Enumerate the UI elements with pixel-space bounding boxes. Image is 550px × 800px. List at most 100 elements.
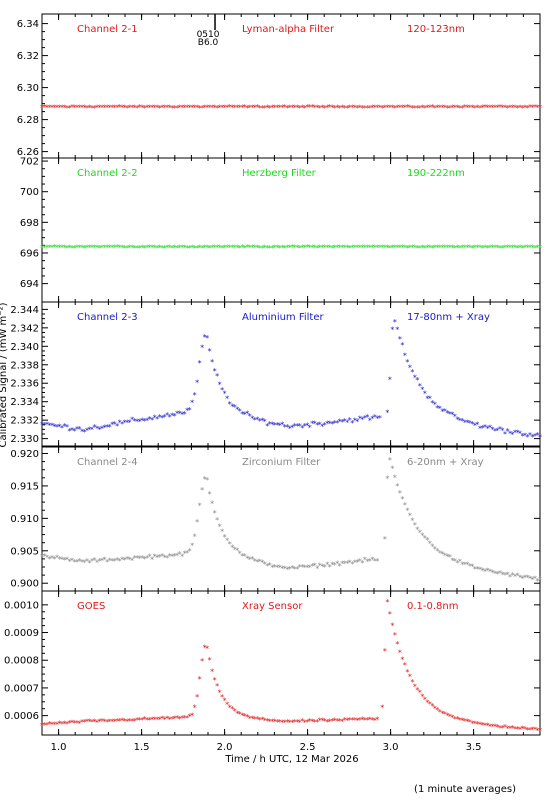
data-point: * <box>188 244 192 253</box>
data-point: * <box>203 644 207 653</box>
data-point: * <box>40 243 44 252</box>
data-point: * <box>60 244 64 253</box>
data-point: * <box>343 244 347 253</box>
data-point: * <box>205 476 209 485</box>
data-point: * <box>525 244 529 253</box>
data-point: * <box>393 243 397 252</box>
data-point: * <box>475 243 479 252</box>
data-point: * <box>160 414 164 423</box>
data-point: * <box>518 573 522 582</box>
data-point: * <box>208 490 212 499</box>
data-point: * <box>48 555 52 564</box>
data-point: * <box>185 104 189 113</box>
data-point: * <box>353 559 357 568</box>
data-point: * <box>158 716 162 725</box>
data-point: * <box>223 244 227 253</box>
panel-filter-label: Aluminium Filter <box>242 312 325 323</box>
y-tick-label: 2.336 <box>10 379 39 390</box>
data-point: * <box>333 717 337 726</box>
data-point: * <box>253 715 257 724</box>
data-point: * <box>188 713 192 722</box>
data-point: * <box>68 427 72 436</box>
data-point: * <box>335 244 339 253</box>
data-point: * <box>378 243 382 252</box>
data-point: * <box>200 244 204 253</box>
data-point: * <box>193 104 197 113</box>
data-point: * <box>330 717 334 726</box>
data-point: * <box>268 561 272 570</box>
data-point: * <box>418 689 422 698</box>
data-point: * <box>513 573 517 582</box>
data-point: * <box>195 379 199 388</box>
data-point: * <box>490 104 494 113</box>
data-point: * <box>385 244 389 253</box>
data-point: * <box>528 103 532 112</box>
data-point: * <box>168 552 172 561</box>
data-point: * <box>158 413 162 422</box>
panel-filter-label: Herzberg Filter <box>242 168 317 179</box>
data-point: * <box>238 104 242 113</box>
data-point: * <box>358 716 362 725</box>
data-point: * <box>113 243 117 252</box>
data-point: * <box>490 569 494 578</box>
data-point: * <box>253 557 257 566</box>
data-point: * <box>510 724 514 733</box>
data-point: * <box>58 104 62 113</box>
data-point: * <box>70 244 74 253</box>
data-point: * <box>90 426 94 435</box>
data-point: * <box>243 552 247 561</box>
data-point: * <box>375 244 379 253</box>
data-point: * <box>273 244 277 253</box>
data-point: * <box>178 715 182 724</box>
data-point: * <box>225 394 229 403</box>
data-point: * <box>255 715 259 724</box>
data-point: * <box>248 714 252 723</box>
data-point: * <box>148 103 152 112</box>
data-point: * <box>263 560 267 569</box>
data-point: * <box>425 394 429 403</box>
data-point: * <box>295 718 299 727</box>
data-point: * <box>265 103 269 112</box>
data-point: * <box>250 414 254 423</box>
data-point: * <box>78 104 82 113</box>
data-point: * <box>40 722 44 731</box>
data-point: * <box>365 413 369 422</box>
data-point: * <box>408 363 412 372</box>
data-point: * <box>383 535 387 544</box>
data-point: * <box>325 419 329 428</box>
x-tick-label: 3.0 <box>383 742 399 753</box>
data-point: * <box>398 335 402 344</box>
data-point: * <box>445 409 449 418</box>
data-point: * <box>115 103 119 112</box>
data-point: * <box>383 104 387 113</box>
data-point: * <box>355 243 359 252</box>
data-point: * <box>470 244 474 253</box>
data-point: * <box>395 482 399 491</box>
data-point: * <box>365 716 369 725</box>
data-point: * <box>245 554 249 563</box>
data-point: * <box>173 715 177 724</box>
data-point: * <box>240 552 244 561</box>
data-point: * <box>320 562 324 571</box>
data-point: * <box>125 555 129 564</box>
data-point: * <box>530 575 534 584</box>
data-point: * <box>300 424 304 433</box>
data-point: * <box>80 243 84 252</box>
data-point: * <box>443 710 447 719</box>
data-point: * <box>205 644 209 653</box>
data-point: * <box>530 725 534 734</box>
data-point: * <box>345 244 349 253</box>
data-point: * <box>210 667 214 676</box>
data-point: * <box>80 427 84 436</box>
data-point: * <box>153 243 157 252</box>
panels: 6.26 6.28 6.30 6.32 6.34 Channel 2-1 Lyman-alp… <box>4 13 542 736</box>
data-point: * <box>153 414 157 423</box>
data-point: * <box>395 326 399 335</box>
data-point: * <box>510 571 514 580</box>
y-tick-label: 6.34 <box>17 19 39 30</box>
data-point: * <box>43 552 47 561</box>
panel-filter-label: Xray Sensor <box>242 601 303 612</box>
data-point: * <box>450 713 454 722</box>
data-point: * <box>60 104 64 113</box>
data-point: * <box>468 419 472 428</box>
